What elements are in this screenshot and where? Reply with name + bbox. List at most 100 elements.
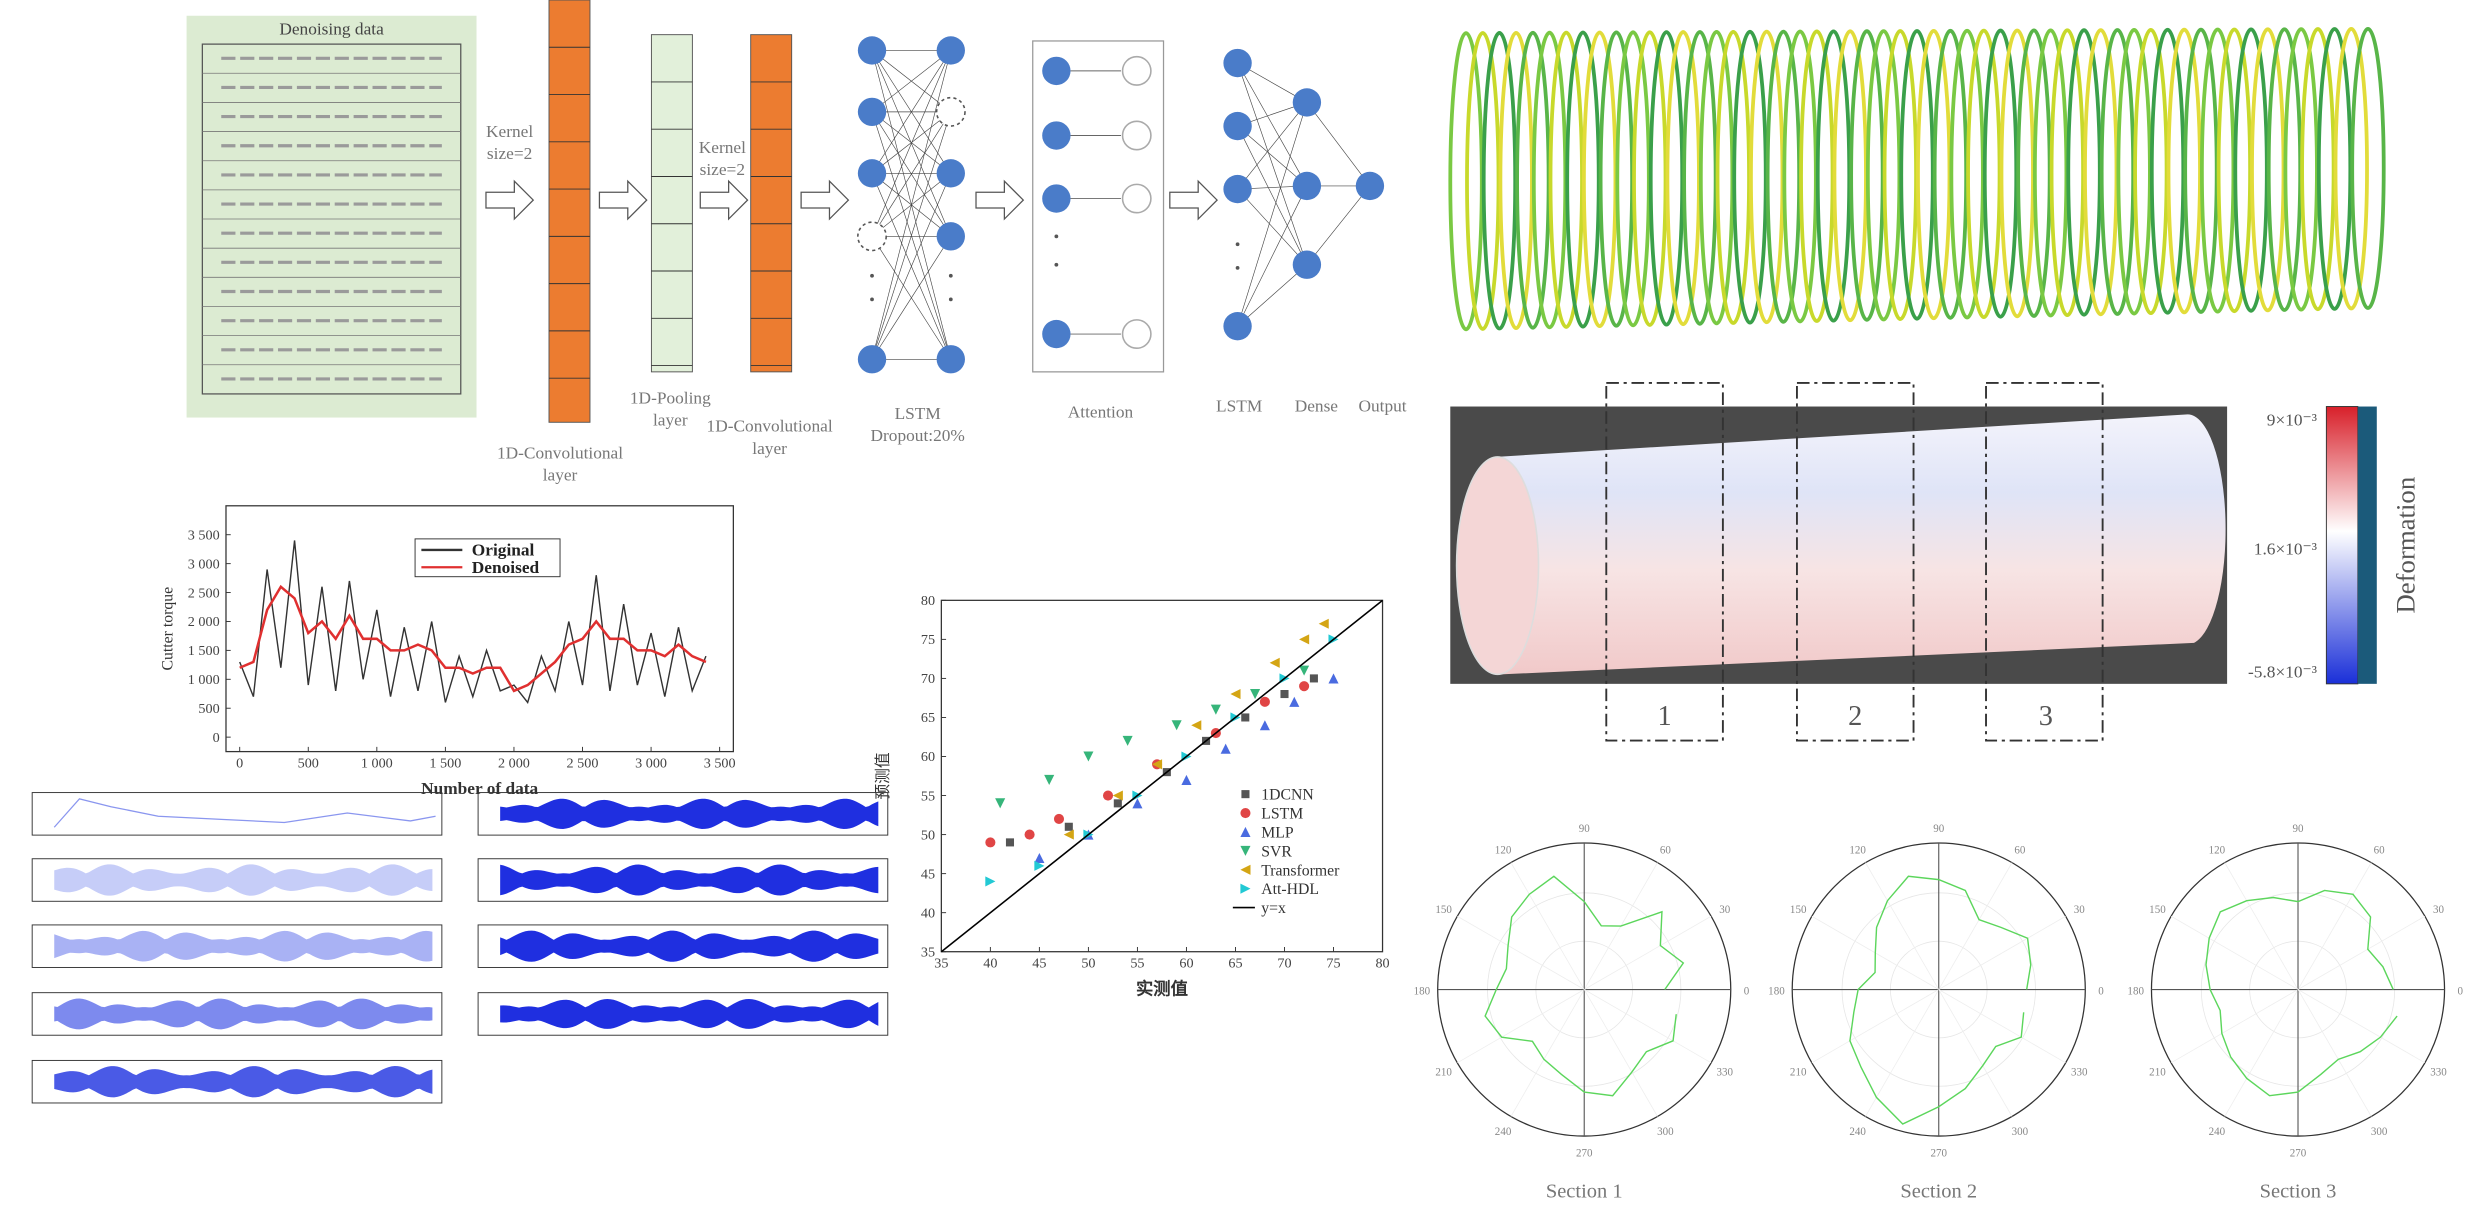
neuron — [1042, 121, 1071, 150]
x-tick-label: 45 — [1032, 955, 1046, 971]
legend-swatch — [1241, 790, 1250, 799]
point — [1289, 696, 1300, 707]
legend-label: LSTM — [1261, 806, 1303, 823]
x-tick-label: 0 — [236, 755, 243, 771]
neuron — [1042, 319, 1071, 349]
ellipsis-dot — [1235, 242, 1240, 247]
point — [1034, 852, 1045, 864]
theta-tick-label: 150 — [1435, 904, 1452, 916]
point — [1269, 657, 1280, 668]
arrow — [975, 179, 1025, 221]
arrow — [800, 179, 850, 221]
edge — [871, 50, 951, 113]
attention-box — [1032, 40, 1165, 373]
colorbar-label: -5.8×10⁻³ — [2248, 663, 2317, 682]
edge — [1237, 125, 1308, 265]
coil-ring — [1899, 29, 1935, 321]
point — [1230, 688, 1241, 700]
section-number: 3 — [2039, 701, 2053, 732]
edge — [1237, 62, 1308, 187]
point — [1083, 751, 1094, 762]
point — [1220, 743, 1231, 754]
chart-title: Section 2 — [1900, 1181, 1977, 1203]
x-tick-label: 1 000 — [361, 755, 393, 771]
colorbar-title: Deformation — [2391, 477, 2421, 614]
edge — [871, 111, 952, 237]
theta-tick-label: 60 — [1660, 845, 1672, 857]
series-line — [239, 540, 707, 704]
edge — [1306, 185, 1371, 265]
point — [1171, 720, 1182, 731]
theta-tick-label: 210 — [1435, 1066, 1452, 1078]
y-tick-label: 55 — [921, 788, 935, 804]
theta-tick-label: 270 — [1930, 1148, 1947, 1160]
x-tick-label: 55 — [1130, 955, 1144, 971]
ellipsis-dot — [1235, 265, 1240, 270]
neuron — [857, 345, 887, 374]
point — [1034, 860, 1045, 871]
panel-title: Denoising data — [279, 20, 384, 39]
theta-tick-label: 60 — [2014, 845, 2026, 857]
neuron — [1355, 171, 1385, 201]
neuron — [1292, 171, 1322, 201]
point — [1122, 735, 1133, 746]
imf-frame — [31, 792, 443, 836]
ellipsis-dot — [1054, 234, 1059, 239]
coil-ring — [2333, 27, 2369, 311]
point — [1309, 674, 1318, 683]
y-tick-label: 500 — [198, 701, 219, 717]
output-node — [1121, 183, 1152, 214]
colorbar-label: 1.6×10⁻³ — [2254, 540, 2317, 559]
polar-spoke — [1865, 862, 1940, 990]
polar-spoke — [1865, 989, 1940, 1117]
neuron — [857, 221, 887, 252]
coil-ring — [1982, 28, 2019, 319]
point — [1063, 829, 1074, 840]
polar-spoke — [1938, 915, 2066, 990]
legend-swatch — [1240, 808, 1251, 819]
imf-envelope — [500, 930, 879, 962]
coil-ring — [2183, 27, 2219, 314]
x-tick-label: 2 000 — [498, 755, 530, 771]
theta-tick-label: 270 — [1576, 1148, 1593, 1160]
edge — [871, 111, 952, 360]
neuron — [857, 159, 887, 188]
y-tick-label: 80 — [921, 593, 935, 609]
coil-ring — [2166, 27, 2202, 315]
layer-label: 1D-Convolutional — [707, 417, 833, 436]
y-tick-label: 3 500 — [188, 527, 220, 543]
y-tick-label: 2 000 — [188, 614, 220, 630]
coil-ring — [2300, 27, 2336, 312]
point — [1024, 829, 1035, 840]
y-tick-label: 70 — [921, 671, 935, 687]
theta-tick-label: 120 — [1849, 845, 1866, 857]
theta-tick-label: 0 — [1744, 985, 1750, 997]
legend-swatch — [1240, 845, 1251, 856]
polar-spoke — [2297, 989, 2426, 1064]
point — [1102, 790, 1114, 801]
legend-label: Denoised — [472, 558, 540, 577]
coil-ring — [2099, 28, 2136, 316]
neuron — [1042, 184, 1071, 213]
x-tick-label: 60 — [1179, 955, 1193, 971]
theta-tick-label: 330 — [1717, 1066, 1734, 1078]
point — [1053, 813, 1065, 825]
layer-label: LSTM — [1216, 396, 1262, 415]
theta-tick-label: 0 — [2458, 985, 2464, 997]
edge — [1237, 102, 1308, 327]
neuron — [1223, 311, 1252, 341]
colorbar-density — [2357, 406, 2377, 684]
x-tick-label: 3 000 — [635, 755, 667, 771]
polar-spoke — [1938, 862, 2013, 990]
layer-label: Dense — [1295, 396, 1339, 415]
coil-ring — [2216, 27, 2252, 314]
denoise-box — [186, 15, 477, 418]
y-tick-label: 75 — [921, 632, 935, 648]
coil-ring — [1882, 29, 1918, 321]
ellipsis-dot — [1054, 262, 1059, 267]
y-tick-label: 60 — [921, 749, 935, 765]
point — [1241, 713, 1250, 722]
imf-envelope — [54, 864, 433, 896]
theta-tick-label: 240 — [1849, 1126, 1866, 1138]
